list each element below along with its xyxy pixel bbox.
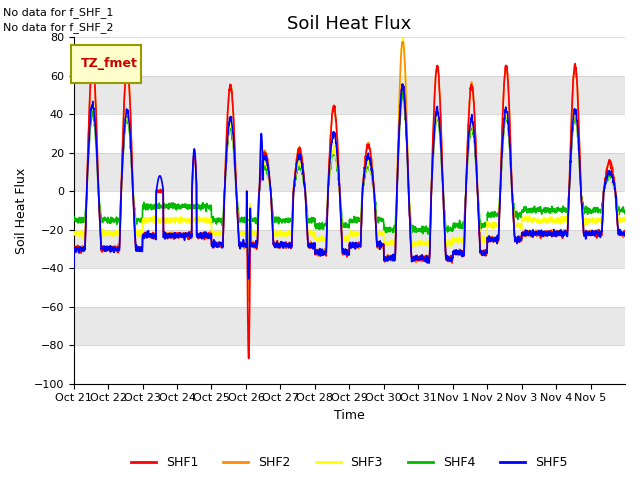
- Bar: [74, 37, 625, 76]
- SHF1: [125, 78, 132, 84]
- SHF4: [424, 231, 432, 237]
- SHF3: [244, 235, 252, 240]
- SHF2: [383, 256, 390, 262]
- SHF3: [70, 231, 77, 237]
- SHF2: [399, 39, 407, 45]
- Bar: [74, 268, 625, 307]
- SHF2: [547, 231, 555, 237]
- SHF4: [70, 215, 77, 220]
- SHF1: [89, 58, 97, 63]
- SHF1: [621, 230, 629, 236]
- SHF4: [399, 86, 406, 92]
- SHF4: [516, 210, 524, 216]
- SHF1: [244, 327, 252, 333]
- SHF5: [125, 116, 132, 121]
- SHF5: [70, 265, 77, 271]
- SHF4: [383, 225, 390, 230]
- Y-axis label: Soil Heat Flux: Soil Heat Flux: [15, 168, 28, 253]
- Line: SHF4: SHF4: [74, 89, 625, 234]
- SHF2: [244, 266, 252, 272]
- SHF5: [399, 81, 406, 87]
- SHF3: [614, 208, 621, 214]
- SHF2: [70, 245, 77, 251]
- Text: TZ_fmet: TZ_fmet: [81, 57, 138, 70]
- SHF1: [245, 356, 253, 361]
- Title: Soil Heat Flux: Soil Heat Flux: [287, 15, 412, 33]
- SHF3: [245, 254, 253, 260]
- SHF3: [621, 216, 629, 222]
- SHF4: [621, 209, 629, 215]
- SHF4: [125, 122, 132, 128]
- Text: No data for f_SHF_1: No data for f_SHF_1: [3, 7, 113, 18]
- SHF2: [621, 229, 629, 235]
- Bar: [74, 114, 625, 153]
- Line: SHF2: SHF2: [74, 42, 625, 301]
- SHF1: [383, 257, 390, 263]
- SHF1: [70, 248, 77, 253]
- Line: SHF3: SHF3: [74, 38, 625, 257]
- Text: No data for f_SHF_2: No data for f_SHF_2: [3, 22, 114, 33]
- SHF5: [621, 233, 629, 239]
- Line: SHF1: SHF1: [74, 60, 625, 359]
- SHF5: [383, 257, 390, 263]
- SHF5: [516, 236, 524, 242]
- SHF1: [614, 223, 621, 228]
- SHF3: [547, 218, 555, 224]
- SHF2: [614, 222, 621, 228]
- SHF5: [547, 231, 555, 237]
- Line: SHF5: SHF5: [74, 84, 625, 279]
- Bar: [74, 345, 625, 384]
- SHF2: [245, 298, 253, 304]
- SHF5: [614, 221, 621, 227]
- Bar: [74, 191, 625, 229]
- SHF2: [516, 237, 524, 243]
- SHF3: [125, 118, 132, 124]
- SHF3: [383, 242, 390, 248]
- SHF1: [516, 239, 524, 245]
- SHF4: [614, 204, 621, 209]
- SHF4: [244, 217, 252, 223]
- SHF3: [516, 222, 524, 228]
- SHF5: [244, 251, 252, 256]
- SHF3: [399, 35, 406, 41]
- Legend: SHF1, SHF2, SHF3, SHF4, SHF5: SHF1, SHF2, SHF3, SHF4, SHF5: [126, 451, 573, 474]
- SHF5: [245, 276, 253, 282]
- X-axis label: Time: Time: [334, 409, 365, 422]
- SHF2: [125, 74, 132, 80]
- SHF4: [547, 206, 555, 212]
- SHF1: [547, 229, 555, 235]
